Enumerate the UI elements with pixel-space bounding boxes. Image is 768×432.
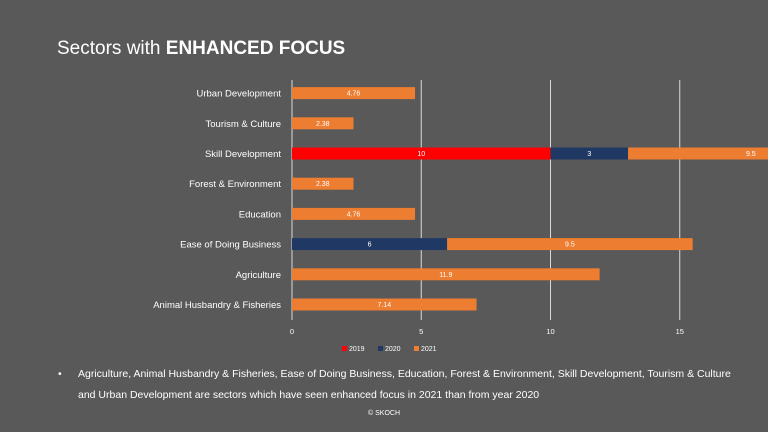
slide-title: Sectors with ENHANCED FOCUS bbox=[57, 38, 345, 60]
category-label: Animal Husbandry & Fisheries bbox=[153, 300, 281, 311]
title-prefix: Sectors with bbox=[57, 38, 166, 59]
bar-2021 bbox=[447, 238, 693, 251]
bar-2019 bbox=[292, 147, 551, 160]
bar-2021 bbox=[292, 177, 354, 190]
bullet-marker: • bbox=[58, 368, 62, 380]
bullet-note: • Agriculture, Animal Husbandry & Fisher… bbox=[58, 364, 740, 406]
data-label: 7.14 bbox=[377, 302, 391, 309]
x-tick-label: 15 bbox=[676, 327, 684, 336]
data-label: 11.9 bbox=[439, 272, 452, 279]
x-tick-label: 10 bbox=[546, 327, 554, 336]
bar-2021 bbox=[292, 117, 354, 130]
category-label: Skill Development bbox=[205, 149, 281, 160]
data-label: 9.5 bbox=[746, 151, 756, 158]
data-label: 10 bbox=[417, 151, 425, 158]
legend-label: 2021 bbox=[421, 346, 437, 353]
data-label: 3 bbox=[587, 151, 591, 158]
bar-2021 bbox=[292, 87, 416, 100]
category-label: Education bbox=[239, 209, 281, 220]
data-label: 2.38 bbox=[316, 181, 330, 188]
bar-2020 bbox=[550, 147, 629, 160]
legend-swatch-2021 bbox=[414, 346, 419, 351]
data-label: 4.76 bbox=[347, 91, 361, 98]
category-label: Agriculture bbox=[236, 270, 281, 281]
category-label: Urban Development bbox=[197, 89, 282, 100]
bar-2020 bbox=[292, 238, 448, 251]
legend-swatch-2019 bbox=[342, 346, 347, 351]
category-label: Tourism & Culture bbox=[206, 119, 282, 130]
bar-2021 bbox=[292, 207, 416, 220]
category-label: Forest & Environment bbox=[189, 179, 281, 190]
legend-label: 2019 bbox=[349, 346, 365, 353]
x-tick-label: 0 bbox=[290, 327, 294, 336]
bullet-text: Agriculture, Animal Husbandry & Fisherie… bbox=[78, 368, 731, 401]
data-label: 6 bbox=[368, 242, 372, 249]
bar-2021 bbox=[292, 268, 600, 281]
data-label: 9.5 bbox=[565, 242, 575, 249]
data-label: 4.76 bbox=[347, 211, 361, 218]
title-emphasis: ENHANCED FOCUS bbox=[165, 38, 346, 59]
bar-2021 bbox=[628, 147, 768, 160]
category-label: Ease of Doing Business bbox=[180, 240, 281, 251]
x-tick-label: 5 bbox=[419, 327, 423, 336]
legend-label: 2020 bbox=[385, 346, 401, 353]
footer-copyright: © SKOCH bbox=[368, 410, 400, 417]
bar-2021 bbox=[292, 298, 477, 311]
legend-swatch-2020 bbox=[378, 346, 383, 351]
data-label: 2.38 bbox=[316, 121, 330, 128]
